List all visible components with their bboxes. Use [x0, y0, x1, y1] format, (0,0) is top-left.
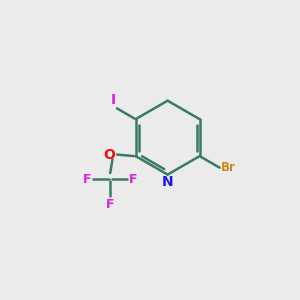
Text: O: O [104, 148, 116, 162]
Text: N: N [162, 176, 173, 189]
Text: F: F [106, 198, 114, 211]
Text: F: F [83, 173, 92, 186]
Text: Br: Br [220, 161, 235, 174]
Text: F: F [129, 173, 137, 186]
Text: I: I [110, 93, 116, 107]
